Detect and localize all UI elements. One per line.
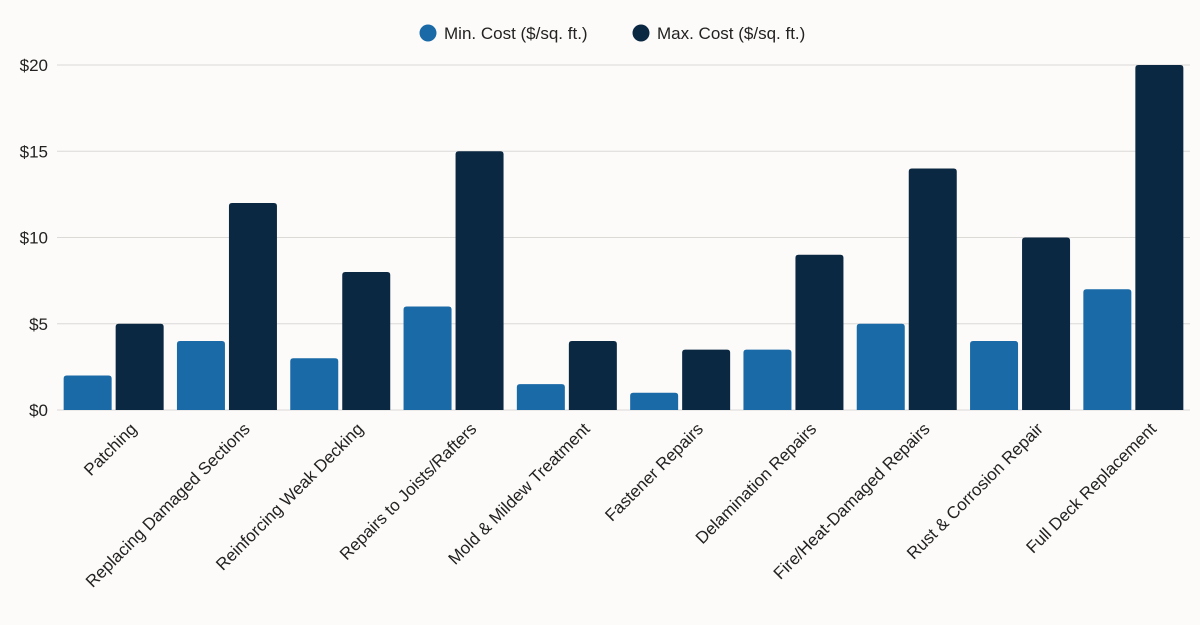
bar-max-repairs-to-joists-rafters bbox=[455, 151, 504, 410]
x-tick-label-full-deck-replacement: Full Deck Replacement bbox=[1022, 419, 1160, 557]
y-tick-label: $20 bbox=[20, 56, 48, 75]
bar-max-reinforcing-weak-decking bbox=[342, 272, 391, 410]
bar-min-delamination-repairs bbox=[743, 349, 792, 410]
bar-min-replacing-damaged-sections bbox=[176, 341, 225, 410]
x-tick-label-delamination-repairs: Delamination Repairs bbox=[692, 419, 820, 547]
y-tick-label: $15 bbox=[20, 142, 48, 161]
bars bbox=[63, 65, 1184, 410]
bar-min-full-deck-replacement bbox=[1083, 289, 1132, 410]
bar-min-rust-corrosion-repair bbox=[970, 341, 1019, 410]
legend-swatch-min bbox=[419, 24, 437, 42]
bar-max-rust-corrosion-repair bbox=[1022, 237, 1071, 410]
y-tick-label: $5 bbox=[29, 315, 48, 334]
grid-lines bbox=[57, 64, 1190, 411]
bar-max-fire-heat-damaged-repairs bbox=[908, 168, 957, 410]
bar-min-repairs-to-joists-rafters bbox=[403, 306, 452, 410]
y-tick-label: $10 bbox=[20, 229, 48, 248]
bar-max-patching bbox=[115, 323, 164, 410]
legend-label-max: Max. Cost ($/sq. ft.) bbox=[657, 24, 805, 43]
y-axis: $0 $5 $10 $15 $20 bbox=[20, 56, 48, 420]
legend-swatch-max bbox=[632, 24, 650, 42]
x-tick-label-fastener-repairs: Fastener Repairs bbox=[601, 419, 707, 525]
bar-max-delamination-repairs bbox=[795, 254, 844, 410]
bar-max-mold-mildew-treatment bbox=[568, 341, 617, 410]
x-tick-label-patching: Patching bbox=[80, 419, 140, 479]
bar-min-patching bbox=[63, 375, 112, 410]
bar-max-replacing-damaged-sections bbox=[228, 203, 277, 410]
bar-max-full-deck-replacement bbox=[1135, 65, 1184, 410]
bar-min-reinforcing-weak-decking bbox=[290, 358, 339, 410]
bar-min-mold-mildew-treatment bbox=[516, 384, 565, 410]
bar-min-fire-heat-damaged-repairs bbox=[856, 323, 905, 410]
legend: Min. Cost ($/sq. ft.) Max. Cost ($/sq. ft… bbox=[419, 24, 805, 43]
bar-min-fastener-repairs bbox=[630, 392, 679, 410]
bar-max-fastener-repairs bbox=[682, 349, 731, 410]
legend-label-min: Min. Cost ($/sq. ft.) bbox=[444, 24, 588, 43]
y-tick-label: $0 bbox=[29, 401, 48, 420]
